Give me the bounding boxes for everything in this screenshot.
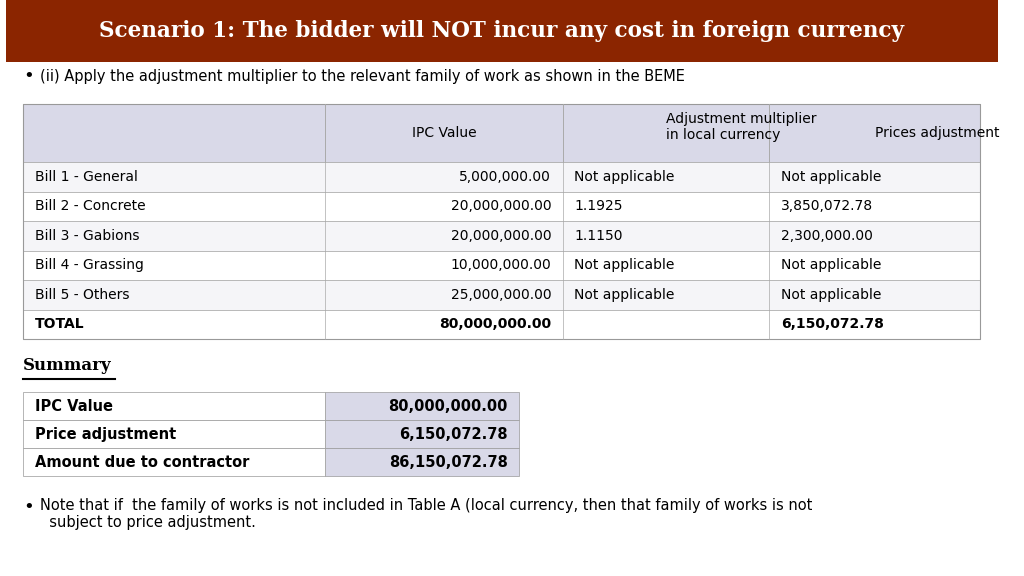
Text: (ii) Apply the adjustment multiplier to the relevant family of work as shown in : (ii) Apply the adjustment multiplier to …: [40, 69, 684, 84]
Text: Scenario 1: The bidder will NOT incur any cost in foreign currency: Scenario 1: The bidder will NOT incur an…: [99, 20, 904, 42]
Text: Amount due to contractor: Amount due to contractor: [35, 454, 249, 469]
Text: IPC Value: IPC Value: [35, 399, 113, 414]
Text: 80,000,000.00: 80,000,000.00: [439, 317, 551, 331]
FancyBboxPatch shape: [24, 448, 326, 476]
Text: Note that if  the family of works is not included in Table A (local currency, th: Note that if the family of works is not …: [40, 498, 812, 530]
Text: 6,150,072.78: 6,150,072.78: [399, 426, 508, 441]
Text: IPC Value: IPC Value: [412, 126, 476, 140]
Text: Bill 3 - Gabions: Bill 3 - Gabions: [35, 229, 139, 242]
Text: Not applicable: Not applicable: [574, 288, 675, 302]
Text: TOTAL: TOTAL: [35, 317, 84, 331]
Text: 80,000,000.00: 80,000,000.00: [388, 399, 508, 414]
Text: Bill 1 - General: Bill 1 - General: [35, 170, 137, 184]
Text: Not applicable: Not applicable: [574, 170, 675, 184]
Text: 3,850,072.78: 3,850,072.78: [781, 199, 873, 213]
Text: Summary: Summary: [24, 357, 112, 374]
Text: 1.1925: 1.1925: [574, 199, 623, 213]
FancyBboxPatch shape: [24, 420, 326, 448]
Text: 86,150,072.78: 86,150,072.78: [389, 454, 508, 469]
FancyBboxPatch shape: [24, 280, 981, 309]
Text: 20,000,000.00: 20,000,000.00: [451, 199, 551, 213]
Text: Adjustment multiplier
in local currency: Adjustment multiplier in local currency: [666, 112, 816, 142]
FancyBboxPatch shape: [24, 162, 981, 191]
Text: 2,300,000.00: 2,300,000.00: [781, 229, 872, 242]
Text: 25,000,000.00: 25,000,000.00: [451, 288, 551, 302]
FancyBboxPatch shape: [24, 104, 981, 162]
Text: 20,000,000.00: 20,000,000.00: [451, 229, 551, 242]
Text: Bill 2 - Concrete: Bill 2 - Concrete: [35, 199, 145, 213]
Text: •: •: [24, 498, 34, 516]
Text: Price adjustment: Price adjustment: [35, 426, 176, 441]
Text: Bill 5 - Others: Bill 5 - Others: [35, 288, 129, 302]
Text: 1.1150: 1.1150: [574, 229, 623, 242]
Text: •: •: [24, 67, 34, 85]
FancyBboxPatch shape: [326, 392, 519, 420]
Text: 6,150,072.78: 6,150,072.78: [781, 317, 884, 331]
Text: Not applicable: Not applicable: [781, 258, 882, 272]
Text: Not applicable: Not applicable: [781, 170, 882, 184]
FancyBboxPatch shape: [6, 0, 998, 62]
FancyBboxPatch shape: [24, 221, 981, 251]
FancyBboxPatch shape: [24, 309, 981, 339]
Text: 5,000,000.00: 5,000,000.00: [460, 170, 551, 184]
Text: Bill 4 - Grassing: Bill 4 - Grassing: [35, 258, 143, 272]
FancyBboxPatch shape: [24, 251, 981, 280]
Text: Not applicable: Not applicable: [781, 288, 882, 302]
Text: Not applicable: Not applicable: [574, 258, 675, 272]
FancyBboxPatch shape: [24, 191, 981, 221]
FancyBboxPatch shape: [326, 448, 519, 476]
Text: Prices adjustment: Prices adjustment: [874, 126, 999, 140]
Text: 10,000,000.00: 10,000,000.00: [451, 258, 551, 272]
FancyBboxPatch shape: [326, 420, 519, 448]
FancyBboxPatch shape: [24, 392, 326, 420]
